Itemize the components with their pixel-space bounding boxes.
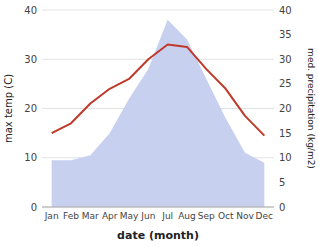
y-axis-title: max temp (C)	[3, 74, 14, 143]
y2-tick-label: 0	[279, 202, 285, 213]
y-tick-label: 10	[24, 152, 37, 163]
y2-axis-title: med. precipitation (kg/m2)	[306, 48, 316, 169]
y-tick-label: 20	[24, 103, 37, 114]
x-tick-label: Mar	[82, 211, 99, 221]
y-tick-label: 40	[24, 5, 37, 16]
x-tick-label: Feb	[63, 211, 79, 221]
x-tick-label: Apr	[102, 211, 118, 221]
grid-line	[42, 10, 274, 11]
y-tick-label: 30	[24, 54, 37, 65]
y2-tick-label: 5	[279, 177, 285, 188]
x-tick-label: May	[120, 211, 139, 221]
x-tick-label: Dec	[256, 211, 273, 221]
x-tick-label: Oct	[218, 211, 234, 221]
x-tick-label: Jun	[140, 211, 155, 221]
y2-tick-label: 25	[279, 78, 292, 89]
y2-tick-label: 20	[279, 103, 292, 114]
x-tick-label: Jan	[44, 211, 59, 221]
grid-line	[42, 207, 274, 208]
x-axis-title: date (month)	[117, 229, 199, 242]
y2-tick-label: 40	[279, 5, 292, 16]
y2-tick-label: 15	[279, 128, 292, 139]
y2-tick-label: 10	[279, 152, 292, 163]
x-tick-label: Aug	[178, 211, 196, 221]
chart: 0 10 20 30 40 0 5 10 15 20 25 30 35 40 Jan FebMarAprMay…	[0, 0, 318, 247]
precipitation-area	[52, 20, 265, 207]
plot-area	[52, 20, 265, 207]
y-tick-label: 0	[31, 202, 37, 213]
x-tick-label: Sep	[198, 211, 215, 221]
temperature-line	[52, 44, 265, 135]
y2-tick-label: 30	[279, 54, 292, 65]
x-tick-label: Jul	[161, 211, 173, 221]
x-tick-label: Nov	[236, 211, 254, 221]
grid	[42, 10, 274, 207]
y2-tick-label: 35	[279, 29, 292, 40]
x-axis-line	[42, 207, 274, 208]
